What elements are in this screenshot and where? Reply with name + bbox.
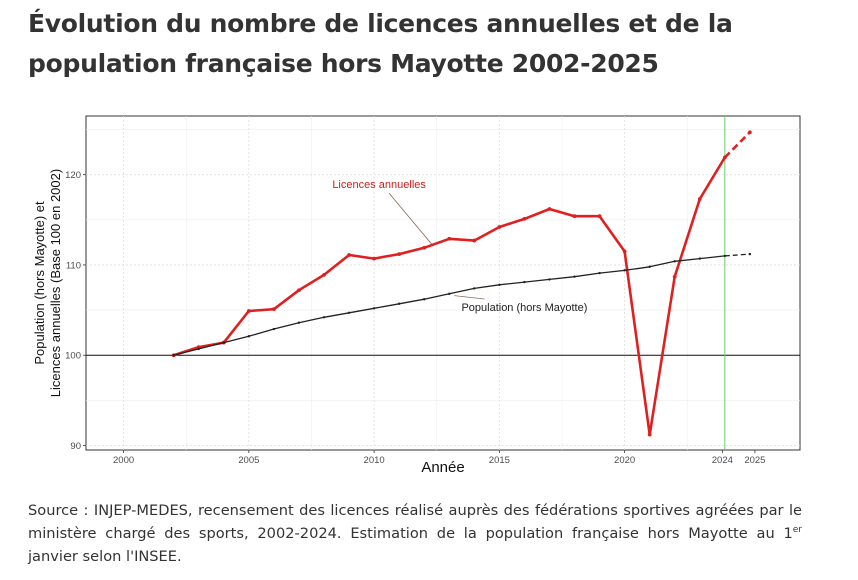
x-tick-label: 2005 xyxy=(238,455,259,466)
x-tick-label: 2020 xyxy=(614,455,635,466)
data-point xyxy=(397,302,401,305)
annotation-pointer xyxy=(388,192,433,245)
data-point xyxy=(322,316,326,319)
data-point xyxy=(648,265,651,268)
data-point xyxy=(472,238,477,243)
data-point xyxy=(673,260,676,263)
data-point xyxy=(647,432,652,437)
y-tick-label: 110 xyxy=(66,260,81,271)
source-text-end: janvier selon l'INSEE. xyxy=(28,548,182,565)
source-text: Source : INJEP-MEDES, recensement des li… xyxy=(28,502,802,542)
data-point xyxy=(598,271,601,275)
page-title: Évolution du nombre de licences annuelle… xyxy=(28,9,733,78)
data-point xyxy=(246,309,251,313)
x-tick-label: 2000 xyxy=(113,455,134,466)
reference-lines xyxy=(86,116,800,450)
annotation-label: Population (hors Mayotte) xyxy=(461,302,587,314)
y-axis-title-line1: Population (hors Mayotte) et xyxy=(32,201,47,365)
series-projection-line xyxy=(724,253,750,257)
data-point xyxy=(271,307,276,312)
data-point xyxy=(498,283,501,287)
data-point xyxy=(497,225,502,229)
y-axis-title-line2: Licences annuelles (Base 100 en 2002) xyxy=(48,169,63,397)
data-point xyxy=(322,272,326,277)
y-tick-label: 90 xyxy=(70,441,81,452)
y-tick-label: 100 xyxy=(65,351,81,362)
chart: Licences annuelles Population (hors Mayot… xyxy=(32,115,801,476)
data-point xyxy=(297,288,301,293)
data-point xyxy=(548,278,551,281)
data-point xyxy=(448,292,451,296)
data-point xyxy=(372,256,377,261)
data-point xyxy=(597,214,602,219)
data-point xyxy=(347,311,351,314)
data-point xyxy=(422,245,427,250)
x-tick-label: 2010 xyxy=(364,455,385,466)
data-point xyxy=(748,252,752,256)
annotation-pointer xyxy=(454,295,485,300)
data-point xyxy=(247,335,251,338)
data-point xyxy=(347,253,351,257)
data-point xyxy=(297,321,301,324)
x-tick-label: 2025 xyxy=(744,455,765,466)
data-point xyxy=(622,249,627,254)
data-point xyxy=(573,275,576,278)
y-tick-label: 120 xyxy=(65,170,81,181)
data-point xyxy=(197,347,200,351)
data-point xyxy=(473,287,476,290)
data-point xyxy=(423,298,426,301)
data-point xyxy=(522,217,527,221)
data-point xyxy=(272,327,276,331)
data-point xyxy=(222,341,225,344)
data-point xyxy=(698,257,701,260)
data-point xyxy=(722,155,727,160)
data-point xyxy=(572,214,577,219)
data-point xyxy=(623,269,626,272)
source-superscript: er xyxy=(792,525,802,536)
y-axis-ticks: 90 100 110 120 xyxy=(65,170,86,452)
series-layer xyxy=(171,130,752,437)
data-point xyxy=(172,354,175,357)
data-point xyxy=(672,274,677,279)
data-point xyxy=(372,307,376,310)
data-point xyxy=(523,280,526,284)
annotation-layer: Licences annuelles Population (hors Mayot… xyxy=(332,179,587,314)
x-tick-label: 2015 xyxy=(489,455,510,466)
data-point xyxy=(747,130,752,135)
data-point xyxy=(547,207,552,211)
series-projection-line xyxy=(723,131,751,159)
data-point xyxy=(697,197,702,201)
source-note: Source : INJEP-MEDES, recensement des li… xyxy=(28,499,802,568)
x-axis-title: Année xyxy=(421,459,464,476)
x-axis-ticks: 2000 2005 2010 2015 2020 2024 2025 xyxy=(113,450,765,466)
plot-panel xyxy=(85,115,801,451)
x-tick-label: 2024 xyxy=(712,455,733,466)
annotation-label: Licences annuelles xyxy=(332,179,426,191)
data-point xyxy=(723,254,727,258)
data-point xyxy=(397,252,402,257)
data-point xyxy=(447,236,452,241)
